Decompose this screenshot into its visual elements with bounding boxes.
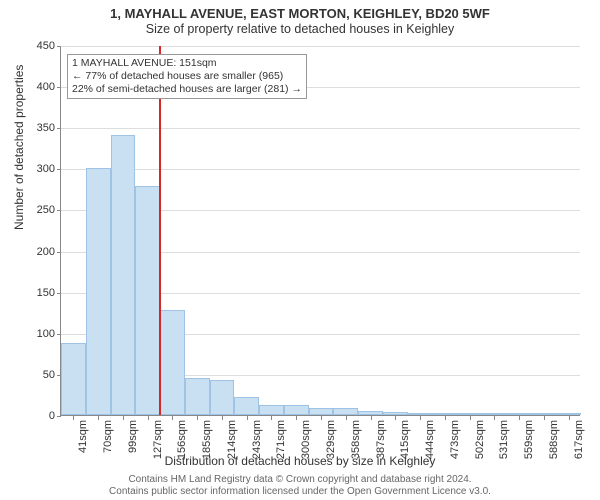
ytick-mark bbox=[57, 87, 61, 88]
ytick-mark bbox=[57, 46, 61, 47]
histogram-bar bbox=[457, 413, 482, 415]
plot-region: 05010015020025030035040045041sqm70sqm99s… bbox=[60, 46, 580, 416]
ytick-mark bbox=[57, 252, 61, 253]
histogram-bar bbox=[86, 168, 111, 415]
title-sub: Size of property relative to detached ho… bbox=[0, 22, 600, 38]
ytick-label: 450 bbox=[15, 40, 55, 52]
ytick-label: 400 bbox=[15, 81, 55, 93]
marker-line bbox=[159, 46, 161, 415]
histogram-bar bbox=[507, 413, 532, 415]
xtick-mark bbox=[569, 416, 570, 420]
grid-line bbox=[61, 128, 580, 129]
xtick-mark bbox=[371, 416, 372, 420]
x-axis-label: Distribution of detached houses by size … bbox=[0, 454, 600, 468]
ytick-mark bbox=[57, 293, 61, 294]
ytick-label: 200 bbox=[15, 246, 55, 258]
histogram-bar bbox=[408, 413, 433, 415]
ytick-label: 300 bbox=[15, 163, 55, 175]
ytick-mark bbox=[57, 169, 61, 170]
xtick-mark bbox=[98, 416, 99, 420]
ytick-mark bbox=[57, 416, 61, 417]
histogram-bar bbox=[556, 413, 581, 415]
footer-line-2: Contains public sector information licen… bbox=[0, 486, 600, 498]
xtick-mark bbox=[420, 416, 421, 420]
ytick-label: 100 bbox=[15, 328, 55, 340]
xtick-mark bbox=[445, 416, 446, 420]
xtick-mark bbox=[148, 416, 149, 420]
xtick-mark bbox=[346, 416, 347, 420]
histogram-bar bbox=[358, 411, 383, 415]
histogram-bar bbox=[333, 408, 358, 415]
xtick-mark bbox=[271, 416, 272, 420]
xtick-mark bbox=[172, 416, 173, 420]
xtick-mark bbox=[519, 416, 520, 420]
xtick-mark bbox=[395, 416, 396, 420]
grid-line bbox=[61, 46, 580, 47]
xtick-mark bbox=[247, 416, 248, 420]
footer-line-1: Contains HM Land Registry data © Crown c… bbox=[0, 474, 600, 486]
histogram-bar bbox=[432, 413, 457, 415]
histogram-bar bbox=[383, 412, 408, 415]
histogram-bar bbox=[259, 405, 284, 415]
histogram-bar bbox=[309, 408, 334, 415]
xtick-mark bbox=[296, 416, 297, 420]
ytick-label: 250 bbox=[15, 204, 55, 216]
ytick-label: 50 bbox=[15, 369, 55, 381]
xtick-mark bbox=[197, 416, 198, 420]
histogram-bar bbox=[531, 413, 556, 415]
annotation-line: ← 77% of detached houses are smaller (96… bbox=[72, 70, 302, 83]
xtick-mark bbox=[321, 416, 322, 420]
ytick-label: 0 bbox=[15, 410, 55, 422]
histogram-bar bbox=[61, 343, 86, 415]
annotation-line: 22% of semi-detached houses are larger (… bbox=[72, 83, 302, 96]
annotation-line: 1 MAYHALL AVENUE: 151sqm bbox=[72, 57, 302, 70]
histogram-bar bbox=[111, 135, 136, 415]
ytick-mark bbox=[57, 334, 61, 335]
xtick-mark bbox=[494, 416, 495, 420]
footer-attribution: Contains HM Land Registry data © Crown c… bbox=[0, 474, 600, 498]
ytick-label: 350 bbox=[15, 122, 55, 134]
xtick-mark bbox=[123, 416, 124, 420]
ytick-mark bbox=[57, 210, 61, 211]
ytick-label: 150 bbox=[15, 287, 55, 299]
xtick-mark bbox=[544, 416, 545, 420]
grid-line bbox=[61, 169, 580, 170]
histogram-bar bbox=[135, 186, 160, 415]
xtick-mark bbox=[73, 416, 74, 420]
ytick-mark bbox=[57, 128, 61, 129]
chart-area: 05010015020025030035040045041sqm70sqm99s… bbox=[60, 46, 580, 416]
xtick-mark bbox=[222, 416, 223, 420]
histogram-bar bbox=[284, 405, 309, 415]
annotation-box: 1 MAYHALL AVENUE: 151sqm← 77% of detache… bbox=[67, 54, 307, 99]
histogram-bar bbox=[234, 397, 259, 415]
histogram-bar bbox=[482, 413, 507, 415]
title-main: 1, MAYHALL AVENUE, EAST MORTON, KEIGHLEY… bbox=[0, 6, 600, 22]
histogram-bar bbox=[210, 380, 235, 415]
xtick-mark bbox=[470, 416, 471, 420]
histogram-bar bbox=[160, 310, 185, 415]
histogram-bar bbox=[185, 378, 210, 415]
